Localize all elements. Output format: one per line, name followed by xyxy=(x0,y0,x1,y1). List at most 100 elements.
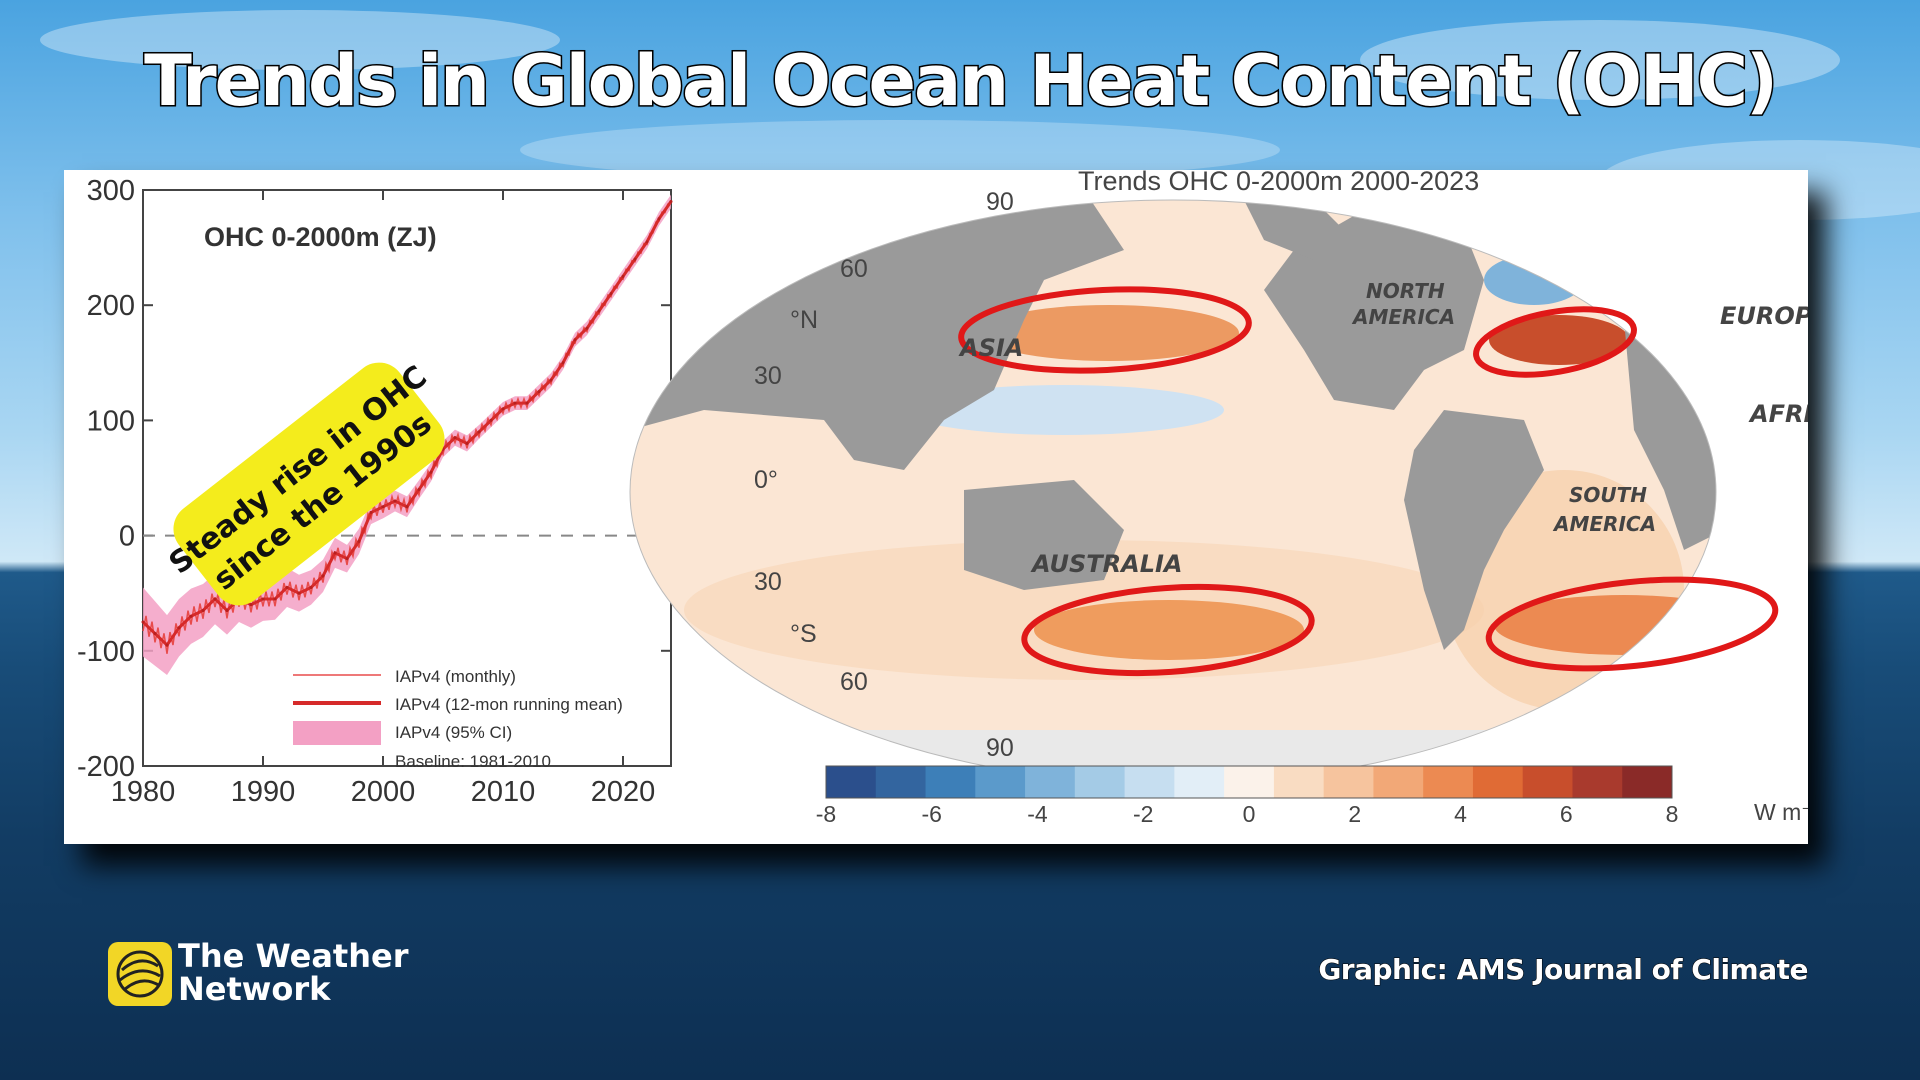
data-point xyxy=(513,401,517,405)
data-point xyxy=(213,597,217,601)
y-tick-label: 100 xyxy=(87,405,135,437)
data-point xyxy=(573,338,577,342)
data-point xyxy=(465,441,469,445)
figure-panel: -200 -100 0 100 200 300 1980 1990 2000 2010 2020 … xyxy=(64,170,1808,844)
legend-label-mean: IAPv4 (12-mon running mean) xyxy=(395,695,623,714)
colorbar-unit: W m⁻² xyxy=(1754,799,1808,825)
legend-baseline-note: Baseline: 1981-2010 xyxy=(395,752,551,771)
headline: Trends in Global Ocean Heat Content (OHC… xyxy=(143,39,1780,124)
y-tick-label: -200 xyxy=(77,751,135,783)
region-north-america-1: NORTH xyxy=(1366,279,1445,303)
data-point xyxy=(405,505,409,509)
warm-patch-southern-indian xyxy=(1034,600,1304,660)
colorbar-segment xyxy=(826,766,877,798)
colorbar-tick-label: -4 xyxy=(1027,801,1048,827)
data-point xyxy=(369,511,373,515)
x-tick-label: 1980 xyxy=(111,776,176,808)
data-point xyxy=(537,390,541,394)
map-title: Trends OHC 0-2000m 2000-2023 xyxy=(1078,170,1479,196)
brand-name: The Weather Network xyxy=(178,940,408,1006)
data-point xyxy=(321,574,325,578)
highlight-north-atlantic xyxy=(1473,306,1637,378)
colorbar-segment xyxy=(975,766,1026,798)
data-point xyxy=(141,620,145,624)
data-point xyxy=(597,309,601,313)
colorbar-segment xyxy=(1622,766,1673,798)
legend-swatch-ci xyxy=(293,721,381,745)
cool-patch-pacific xyxy=(904,385,1224,435)
data-point xyxy=(273,597,277,601)
data-point xyxy=(609,292,613,296)
latitude-axis: 90 60 °N 30 0° 30 °S 60 90 xyxy=(754,188,1014,762)
lat-tick-60n: 60 xyxy=(840,255,868,283)
legend-label-ci: IAPv4 (95% CI) xyxy=(395,723,512,742)
lat-tick-90n: 90 xyxy=(986,188,1014,216)
land-north-america xyxy=(1264,210,1484,410)
colorbar-tick-label: 2 xyxy=(1348,801,1361,827)
y-tick-label: 300 xyxy=(87,175,135,207)
region-south-america-2: AMERICA xyxy=(1552,512,1656,536)
data-point xyxy=(177,626,181,630)
highlight-south-atlantic xyxy=(1485,576,1779,672)
colorbar xyxy=(825,765,1673,799)
data-point xyxy=(561,361,565,365)
lat-tick-30s: 30 xyxy=(754,568,782,596)
data-point xyxy=(525,401,529,405)
colorbar-ticks: -8 -6 -4 -2 0 2 4 6 8 xyxy=(816,801,1679,827)
colorbar-segment xyxy=(875,766,927,798)
colorbar-segment xyxy=(1472,766,1524,798)
data-point xyxy=(477,430,481,434)
y-tick-label: -100 xyxy=(77,636,135,668)
weather-network-logo-icon xyxy=(108,942,172,1006)
colorbar-tick-label: 4 xyxy=(1454,801,1467,827)
colorbar-tick-label: 0 xyxy=(1243,801,1256,827)
x-tick-label: 1990 xyxy=(231,776,296,808)
colorbar-tick-label: -2 xyxy=(1133,801,1153,827)
data-point xyxy=(333,551,337,555)
data-point xyxy=(201,608,205,612)
annotation-background xyxy=(173,362,445,606)
chart-title: OHC 0-2000m (ZJ) xyxy=(204,222,437,252)
y-tick-label: 200 xyxy=(87,290,135,322)
colorbar-segment xyxy=(1423,766,1474,798)
lat-tick-60s: 60 xyxy=(840,668,868,696)
region-africa: AFRICA xyxy=(1748,400,1808,428)
warm-patch-gulf-stream xyxy=(1489,315,1629,365)
data-point xyxy=(297,591,301,595)
colorbar-segment xyxy=(1124,766,1175,798)
colorbar-tick-label: -8 xyxy=(816,801,836,827)
region-south-america-1: SOUTH xyxy=(1569,483,1647,507)
data-point xyxy=(417,488,421,492)
data-point xyxy=(225,608,229,612)
highlight-circles xyxy=(958,286,1779,677)
highlight-south-indian xyxy=(1021,583,1315,677)
colorbar-segment xyxy=(1373,766,1424,798)
data-point xyxy=(261,597,265,601)
ohc-trend-map: ASIA NORTH AMERICA EUROPE AFRICA SOUTH A… xyxy=(629,170,1808,827)
region-australia: AUSTRALIA xyxy=(1030,550,1183,578)
colorbar-segment xyxy=(1074,766,1126,798)
colorbar-tick-label: 6 xyxy=(1560,801,1573,827)
colorbar-segment xyxy=(1522,766,1573,798)
brand-line-1: The Weather xyxy=(178,937,409,975)
data-point xyxy=(489,418,493,422)
x-tick-label: 2020 xyxy=(591,776,656,808)
data-point xyxy=(501,407,505,411)
source-credit: Graphic: AMS Journal of Climate xyxy=(1318,953,1809,987)
colorbar-tick-label: -6 xyxy=(922,801,942,827)
data-point xyxy=(345,557,349,561)
data-point xyxy=(381,505,385,509)
ci-band xyxy=(143,194,671,675)
legend: IAPv4 (monthly) IAPv4 (12-mon running me… xyxy=(293,667,623,771)
data-point xyxy=(549,378,553,382)
data-point xyxy=(357,539,361,543)
land-europe xyxy=(1584,210,1716,310)
colorbar-segment xyxy=(1025,766,1076,798)
data-point xyxy=(453,436,457,440)
colorbar-segment xyxy=(1273,766,1325,798)
data-point xyxy=(621,274,625,278)
data-point xyxy=(633,257,637,261)
cool-patch-north-atlantic xyxy=(1484,255,1584,305)
